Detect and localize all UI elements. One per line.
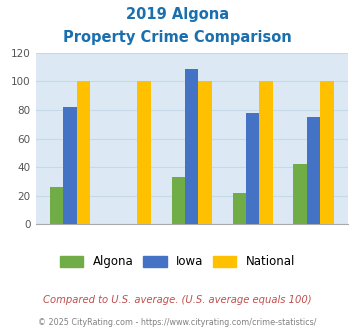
Text: Property Crime Comparison: Property Crime Comparison [63,30,292,45]
Bar [137,82,151,224]
Bar [246,113,260,224]
Bar [77,82,90,224]
Text: 2019 Algona: 2019 Algona [126,7,229,21]
Text: Compared to U.S. average. (U.S. average equals 100): Compared to U.S. average. (U.S. average … [43,295,312,305]
Legend: Algona, Iowa, National: Algona, Iowa, National [55,250,300,273]
Bar [233,193,246,224]
Bar [307,117,320,224]
Bar [198,82,212,224]
Bar [185,69,198,224]
Bar [294,164,307,224]
Bar [50,187,63,224]
Bar [63,107,77,224]
Bar [171,177,185,224]
Bar [320,82,334,224]
Text: © 2025 CityRating.com - https://www.cityrating.com/crime-statistics/: © 2025 CityRating.com - https://www.city… [38,318,317,327]
Bar [260,82,273,224]
